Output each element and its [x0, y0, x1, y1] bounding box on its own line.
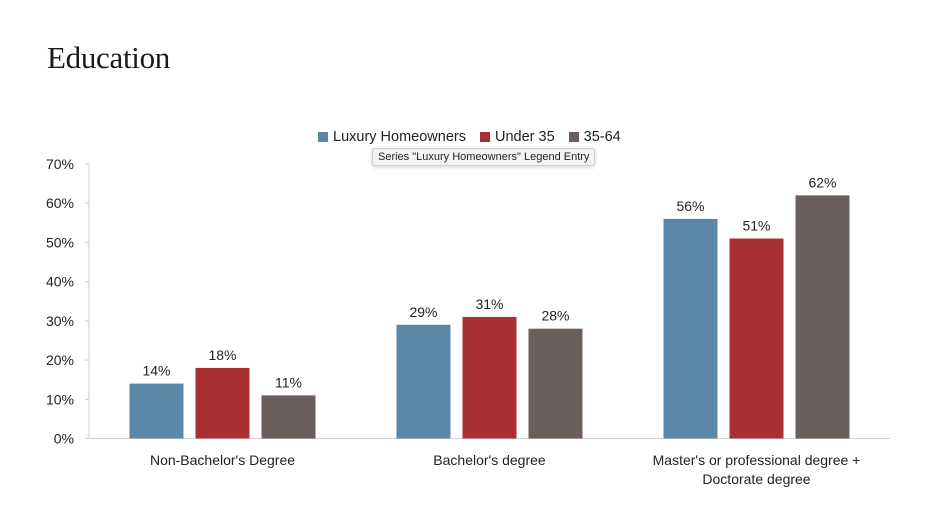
legend-swatch-under-35: [479, 132, 490, 142]
legend-tooltip: Series "Luxury Homeowners" Legend Entry: [372, 148, 596, 166]
bar: [795, 195, 850, 439]
bar: [729, 238, 784, 439]
y-tick-label: 30%: [46, 313, 74, 329]
y-tick-label: 50%: [46, 234, 74, 250]
y-tick-label: 60%: [46, 195, 74, 211]
bar: [261, 395, 316, 439]
y-tick-label: 0%: [54, 431, 74, 447]
data-label: 11%: [275, 374, 302, 390]
data-label: 31%: [475, 296, 503, 312]
bar: [528, 328, 583, 439]
data-label: 62%: [808, 174, 836, 190]
bar: [396, 324, 451, 439]
bar: [195, 367, 250, 439]
x-category-label: Master's or professional degree +: [653, 452, 861, 468]
y-tick-label: 20%: [46, 352, 74, 368]
page-title: Education: [47, 40, 170, 75]
data-label: 28%: [541, 308, 569, 324]
x-category-label: Bachelor's degree: [433, 452, 546, 468]
data-label: 14%: [142, 363, 170, 379]
x-category-label: Doctorate degree: [702, 471, 810, 487]
data-label: 29%: [409, 304, 437, 320]
legend-swatch-luxury-homeowners: [318, 132, 328, 142]
legend-label-under-35: Under 35: [494, 129, 555, 145]
x-category-label: Non-Bachelor's Degree: [150, 452, 295, 468]
legend-swatch-35-64: [568, 132, 579, 142]
legend-entry-under-35[interactable]: Under 35: [479, 129, 555, 145]
legend-label-luxury-homeowners: Luxury Homeowners: [333, 129, 466, 145]
data-label: 18%: [208, 347, 236, 363]
legend-label-35-64: 35-64: [583, 129, 621, 145]
legend-entry-35-64[interactable]: 35-64: [568, 129, 621, 145]
y-tick-label: 70%: [46, 156, 74, 172]
y-tick-label: 10%: [46, 391, 74, 407]
legend-entry-luxury-homeowners[interactable]: Luxury Homeowners: [318, 129, 466, 145]
data-label: 56%: [676, 198, 704, 214]
bar: [663, 218, 718, 439]
y-tick-label: 40%: [46, 274, 74, 290]
data-label: 51%: [742, 218, 770, 234]
bar: [462, 316, 517, 439]
chart-legend: Luxury Homeowners Under 35 35-64: [318, 127, 621, 147]
bar: [129, 383, 184, 439]
